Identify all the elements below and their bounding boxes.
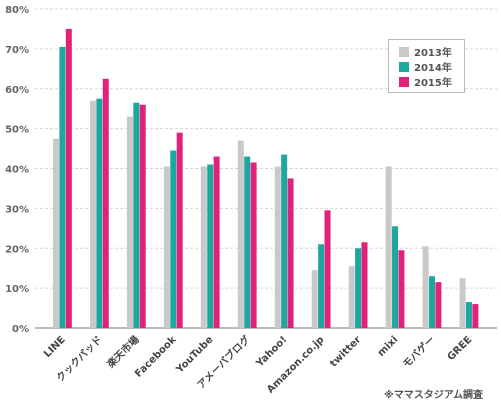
bar-2014-10 [429,276,435,328]
bar-2015-5 [250,162,257,328]
bar-2014-1 [96,98,103,328]
bar-2014-9 [392,226,399,328]
x-tick-label: GREE [446,334,475,363]
bar-2013-9 [385,166,392,328]
bar-2015-1 [102,78,109,328]
bar-2015-0 [65,28,72,328]
legend-swatch-2013 [399,46,409,57]
bar-2013-7 [311,270,318,328]
y-tick-label: 70% [5,45,29,56]
y-tick-label: 50% [5,125,29,136]
y-tick-label: 10% [5,284,29,295]
legend-item-2015: 2015年 [399,74,464,89]
y-tick-label: 80% [5,5,29,16]
bar-2014-8 [355,248,362,328]
bar-2013-6 [274,166,281,328]
y-tick-label: 20% [5,244,29,255]
legend: 2013年 2014年 2015年 [388,39,465,93]
bar-2014-5 [244,156,251,328]
bar-2015-2 [139,104,146,328]
bar-2013-11 [459,278,466,328]
bar-2013-0 [53,138,59,328]
bar-2015-8 [361,242,368,328]
bar-2014-0 [59,46,66,328]
y-tick-label: 60% [5,85,29,96]
bar-2013-4 [200,166,207,328]
legend-swatch-2014 [399,61,409,72]
legend-label-2014: 2014年 [414,63,452,74]
bar-2014-3 [170,150,177,328]
bar-2013-5 [237,140,244,328]
legend-swatch-2015 [399,76,409,87]
bar-2014-6 [281,154,288,328]
bar-2014-11 [465,302,472,328]
bar-2013-10 [422,246,429,328]
bar-2015-9 [398,250,405,328]
bar-2015-4 [213,156,220,328]
bar-2015-3 [176,132,183,328]
x-tick-label: mixi [376,334,401,359]
x-tick-label: twitter [328,334,363,369]
y-tick-label: 40% [5,165,29,176]
source-note: ※ママスタジアム調査 [383,390,483,401]
bar-2013-1 [89,100,96,329]
legend-label-2015: 2015年 [414,78,452,89]
y-tick-label: 0% [12,324,29,335]
bar-2014-4 [207,164,214,328]
bar-2013-3 [163,166,170,328]
x-tick-label: モバゲー [400,333,437,370]
bar-2014-2 [133,102,140,328]
bars [53,28,479,329]
bar-2013-8 [348,266,355,328]
bar-2015-11 [472,304,479,328]
bar-2015-7 [324,210,331,328]
legend-item-2013: 2013年 [399,44,464,59]
x-tick-label: Yahoo! [254,334,290,370]
bar-2014-7 [318,244,325,328]
bar-2015-6 [287,178,294,328]
y-tick-label: 30% [5,204,29,215]
gridlines [35,8,497,329]
legend-label-2013: 2013年 [414,48,452,59]
x-tick-label: LINE [42,334,68,360]
bar-2013-2 [126,116,133,328]
legend-item-2014: 2014年 [399,59,464,74]
y-axis-tick-labels: 0% 10% 20% 30% 40% 50% 60% 70% 80% [5,5,29,335]
bar-2015-10 [435,282,442,328]
x-tick-label: 楽天市場 [103,333,141,371]
